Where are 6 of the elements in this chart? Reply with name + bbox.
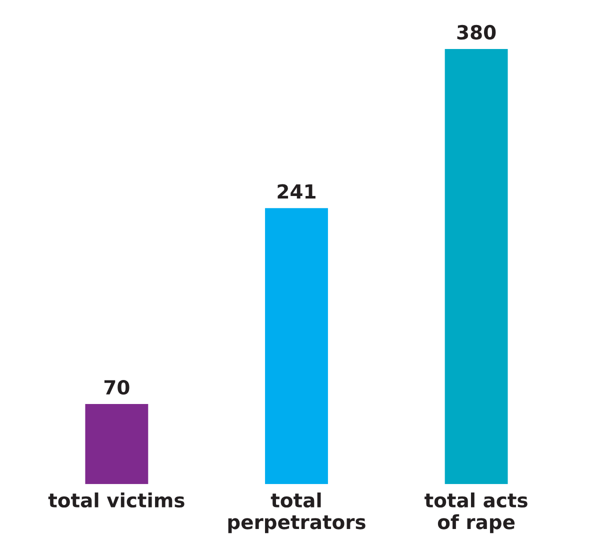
- data-label: 70: [104, 380, 130, 395]
- data-label: 241: [278, 184, 316, 199]
- data-label: 380: [457, 24, 496, 40]
- x-tick-label: total perpetrators: [228, 492, 366, 534]
- x-tick-label: total acts of rape: [424, 492, 528, 534]
- x-tick-label: total victims: [48, 492, 184, 508]
